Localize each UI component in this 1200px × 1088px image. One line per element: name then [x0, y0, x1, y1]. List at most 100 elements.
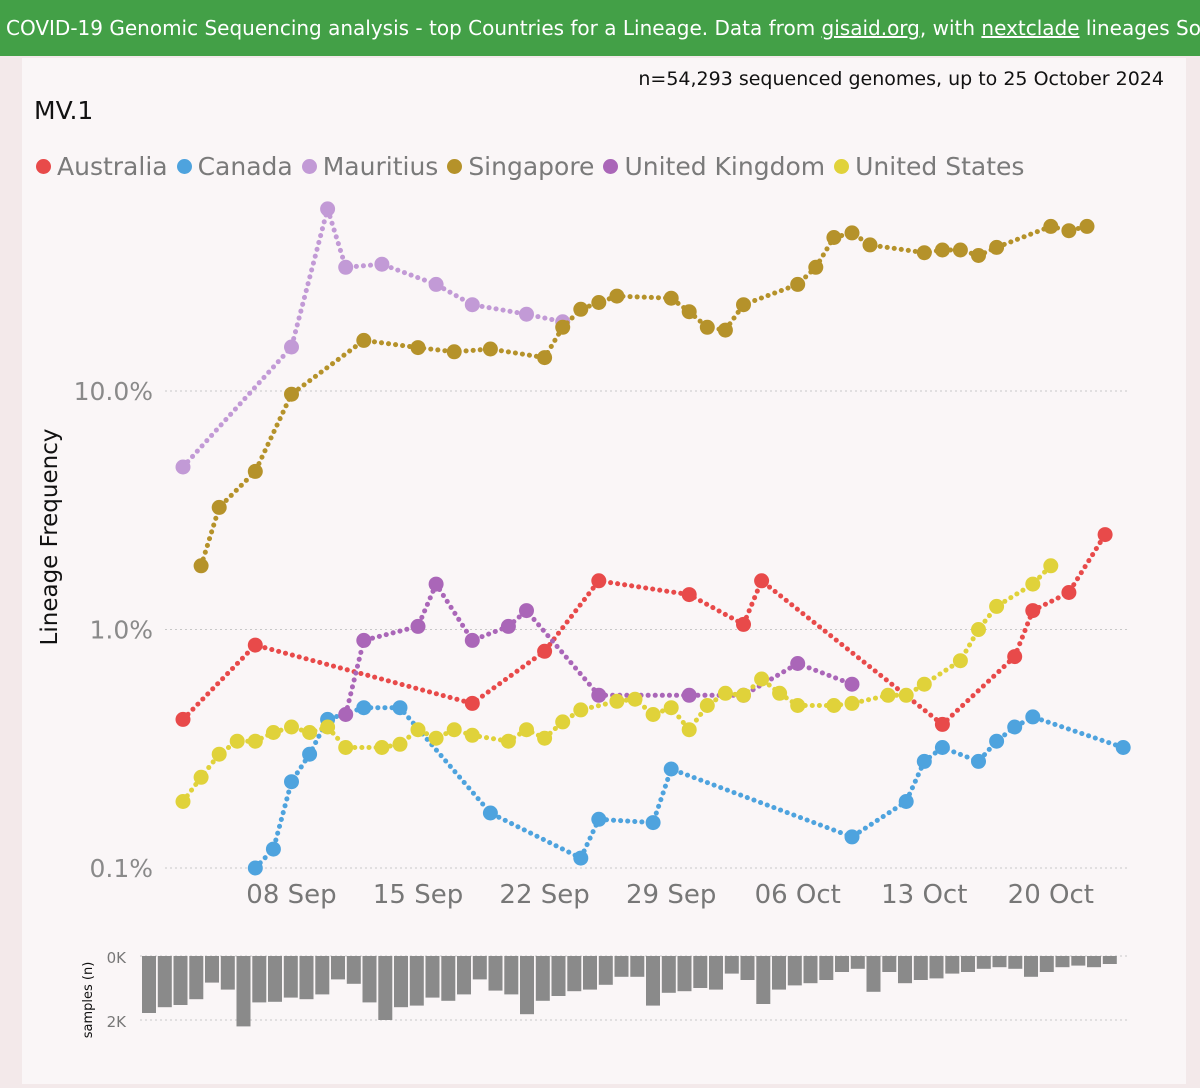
sample-bar [220, 956, 235, 990]
legend-label: Australia [57, 151, 168, 181]
data-point [971, 622, 986, 637]
data-point [898, 794, 914, 809]
data-point [211, 746, 227, 762]
sample-bar [882, 956, 897, 972]
data-point [356, 632, 372, 648]
data-point [934, 716, 950, 732]
data-point [464, 695, 480, 711]
data-point [302, 746, 318, 762]
data-point [500, 618, 516, 634]
sample-bar [630, 956, 645, 977]
sample-bar [992, 956, 1007, 968]
sample-bar [913, 956, 928, 980]
chart-panel [22, 58, 1186, 1084]
sample-bar [299, 956, 314, 1000]
data-point [519, 603, 534, 619]
sample-bar [504, 956, 519, 995]
series-line-united-kingdom [343, 578, 855, 717]
data-point [356, 700, 372, 716]
data-point [247, 860, 263, 876]
data-point [1079, 218, 1095, 234]
bar-y-axis-label: samples (n) [81, 962, 96, 1039]
sample-bar [173, 956, 188, 1005]
sample-bar [283, 956, 298, 998]
legend-item-united-kingdom[interactable]: United Kingdom [603, 152, 825, 181]
data-point [591, 811, 607, 827]
data-point [428, 730, 444, 746]
data-point [699, 319, 715, 335]
data-point [971, 248, 986, 263]
x-tick-label: 08 Sep [246, 880, 336, 910]
sample-bar [835, 956, 849, 972]
data-point [645, 707, 661, 722]
sample-bar [472, 956, 487, 980]
data-point [446, 722, 462, 738]
data-point [934, 242, 950, 258]
sample-bar [1024, 956, 1038, 977]
data-point [265, 725, 281, 740]
data-point [338, 740, 354, 755]
data-point [591, 687, 607, 703]
sample-bar [205, 956, 219, 983]
data-point [844, 676, 860, 692]
legend-item-united-states[interactable]: United States [834, 152, 1024, 181]
data-point [482, 341, 498, 357]
sample-bar [976, 956, 991, 969]
data-point [790, 698, 806, 713]
data-point [265, 841, 281, 857]
sample-bar [866, 956, 881, 992]
data-point [1025, 709, 1041, 725]
legend-item-singapore[interactable]: Singapore [447, 152, 594, 181]
data-point [374, 256, 390, 272]
legend-item-mauritius[interactable]: Mauritius [301, 152, 438, 181]
chart-legend[interactable]: Australia Canada Mauritius Singapore United … [36, 146, 1033, 186]
nextclade-link[interactable]: nextclade [981, 16, 1080, 40]
data-point [284, 339, 299, 355]
sample-bar [661, 956, 676, 993]
data-point [609, 693, 625, 709]
data-point [229, 733, 245, 749]
data-point [790, 276, 806, 292]
legend-marker [36, 158, 51, 174]
gisaid-link[interactable]: gisaid.org [821, 16, 920, 40]
legend-item-australia[interactable]: Australia [36, 152, 168, 181]
legend-item-canada[interactable]: Canada [176, 151, 293, 181]
data-point [717, 685, 733, 701]
data-point [410, 722, 426, 738]
data-point [500, 733, 516, 749]
sample-bar [724, 956, 739, 974]
data-point [338, 259, 354, 275]
data-point [537, 643, 553, 659]
data-point [591, 573, 607, 589]
sample-bar [567, 956, 582, 992]
data-point [211, 499, 227, 515]
data-point [284, 774, 299, 790]
sample-bar [756, 956, 771, 1004]
sample-bar [409, 956, 424, 1006]
data-point [898, 687, 914, 703]
data-point [464, 632, 480, 648]
sample-bar [772, 956, 786, 990]
data-point [1115, 740, 1131, 755]
data-point [591, 295, 607, 310]
data-point [844, 695, 860, 711]
data-point [247, 733, 263, 749]
data-point [971, 753, 986, 769]
data-point [645, 815, 661, 831]
data-point [736, 687, 751, 703]
data-point [844, 225, 860, 241]
data-point [1025, 603, 1041, 619]
sample-bar [677, 956, 692, 992]
data-point [193, 558, 209, 574]
data-point [772, 685, 788, 701]
data-point [519, 722, 534, 738]
series-line-mauritius [180, 199, 566, 470]
data-point [790, 656, 806, 671]
sample-bar [693, 956, 708, 988]
y-tick-label: 10.0% [74, 377, 153, 406]
data-point [1061, 223, 1077, 239]
data-point [1007, 649, 1023, 665]
legend-label: Canada [197, 151, 293, 181]
data-point [320, 201, 336, 217]
data-point [754, 671, 770, 687]
